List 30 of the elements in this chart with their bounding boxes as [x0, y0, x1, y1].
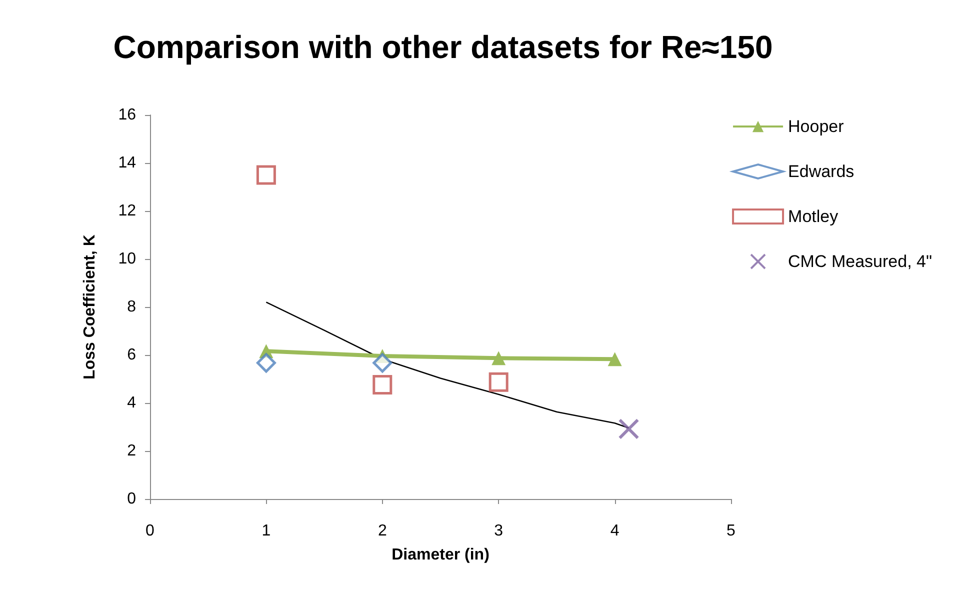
y-tick-label: 10 — [118, 250, 136, 268]
point — [372, 375, 392, 395]
x-tick-label: 0 — [146, 522, 155, 540]
x-tick-label: 4 — [610, 522, 620, 540]
y-tick-label: 6 — [127, 346, 136, 364]
y-tick-label: 12 — [118, 202, 136, 220]
legend-label: Motley — [788, 207, 839, 226]
point — [256, 353, 276, 373]
y-tick-label: 16 — [118, 106, 136, 124]
x-tick-label: 3 — [494, 522, 504, 540]
point — [488, 372, 508, 392]
y-tick-label: 14 — [118, 154, 136, 172]
chart-title: Comparison with other datasets for Re≈150 — [113, 29, 773, 65]
x-axis-title: Diameter (in) — [392, 546, 490, 564]
x-tick-label: 2 — [378, 522, 387, 540]
legend-label: Edwards — [788, 162, 854, 181]
y-axis-title: Loss Coefficient, K — [82, 234, 98, 380]
x-tick-label: 1 — [262, 522, 271, 540]
point — [618, 418, 640, 440]
point — [492, 351, 506, 366]
y-tick-label: 4 — [127, 394, 136, 412]
y-tick-label: 8 — [127, 298, 136, 316]
y-tick-label: 0 — [127, 490, 136, 508]
y-tick-label: 2 — [127, 442, 136, 460]
x-tick-label: 5 — [726, 522, 736, 540]
point — [256, 165, 276, 185]
legend-label: CMC Measured, 4" — [788, 252, 932, 271]
point — [372, 353, 392, 373]
point — [608, 352, 622, 366]
legend-label: Hooper — [788, 117, 844, 136]
